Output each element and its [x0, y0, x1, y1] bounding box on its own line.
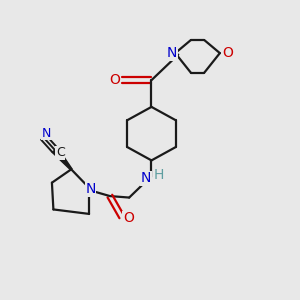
- Text: N: N: [42, 127, 51, 140]
- Text: N: N: [85, 182, 96, 196]
- Polygon shape: [52, 148, 72, 170]
- Text: O: O: [109, 73, 120, 87]
- Text: N: N: [167, 46, 178, 60]
- Text: H: H: [154, 168, 164, 182]
- Text: N: N: [141, 171, 151, 185]
- Text: O: O: [222, 46, 233, 60]
- Text: O: O: [123, 212, 134, 225]
- Text: C: C: [56, 146, 64, 160]
